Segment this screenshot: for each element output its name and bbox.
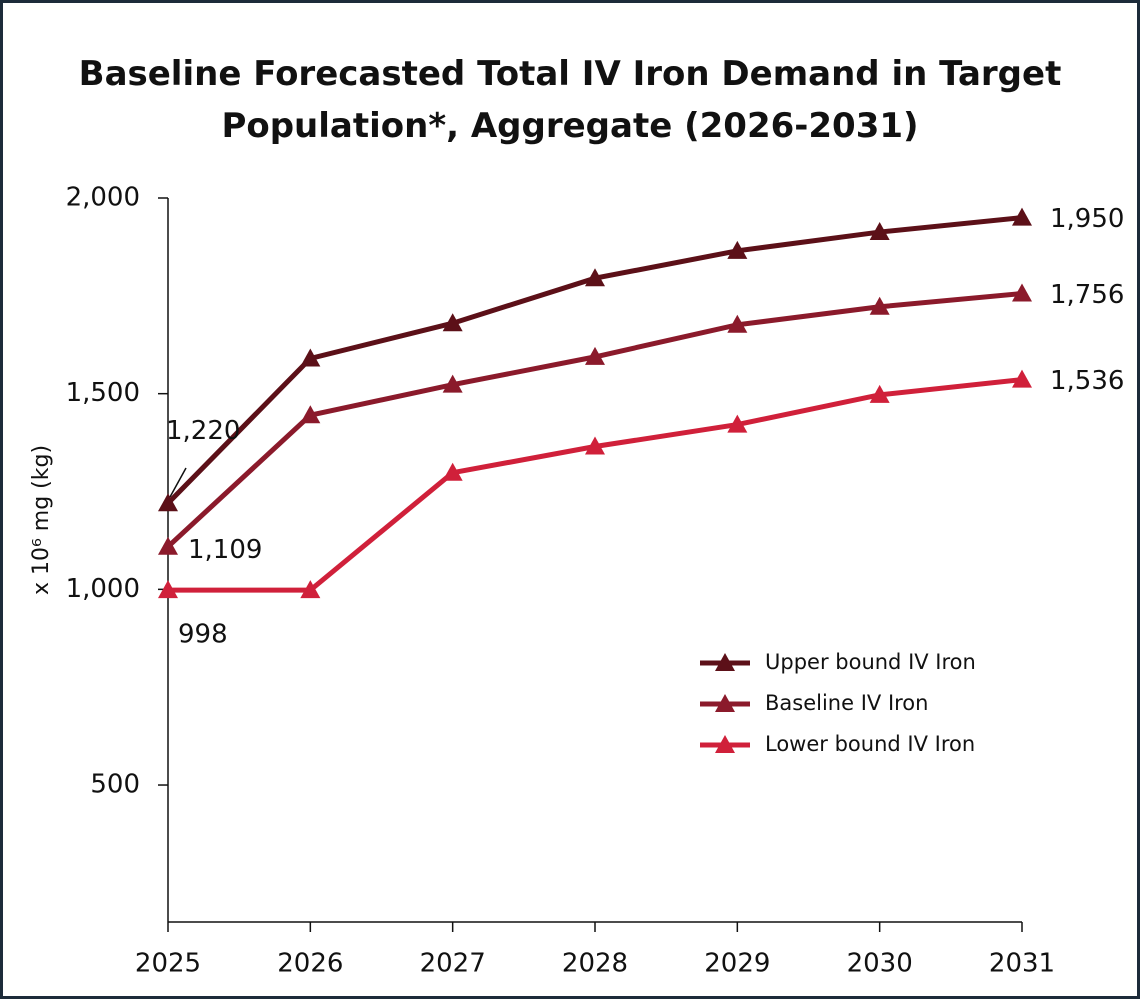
marker — [1012, 283, 1032, 302]
value-label: 998 — [178, 620, 228, 650]
marker — [727, 240, 748, 259]
value-label: 1,109 — [188, 535, 262, 565]
marker — [1012, 369, 1032, 388]
y-tick-label: 1,500 — [66, 378, 140, 408]
y-axis-label: x 10⁶ mg (kg) — [29, 445, 54, 595]
marker — [585, 436, 605, 455]
legend-marker — [715, 653, 735, 671]
x-tick-label: 2026 — [277, 949, 343, 979]
marker — [727, 314, 748, 333]
x-tick-label: 2028 — [562, 949, 628, 979]
marker — [158, 493, 178, 512]
x-tick-label: 2025 — [135, 949, 201, 979]
marker — [585, 346, 605, 365]
marker — [869, 222, 890, 241]
marker — [300, 405, 321, 424]
marker — [869, 296, 890, 315]
series-line — [166, 291, 1023, 549]
marker — [869, 384, 890, 403]
x-tick-label: 2031 — [989, 949, 1055, 979]
legend-label: Baseline IV Iron — [765, 691, 928, 715]
x-tick-label: 2027 — [420, 949, 486, 979]
marker — [158, 580, 178, 599]
y-tick-label: 500 — [90, 770, 140, 800]
x-tick-label: 2030 — [847, 949, 913, 979]
legend-marker — [715, 694, 735, 712]
chart-title: Baseline Forecasted Total IV Iron Demand… — [78, 54, 1062, 146]
y-tick-label: 1,000 — [66, 574, 140, 604]
legend-label: Upper bound IV Iron — [765, 650, 976, 674]
value-label: 1,220 — [166, 416, 240, 446]
leader-line — [169, 467, 187, 498]
marker — [1012, 207, 1032, 226]
marker — [442, 462, 463, 481]
marker — [442, 374, 463, 393]
marker — [727, 414, 748, 433]
series-line — [168, 377, 1023, 593]
y-tick-label: 2,000 — [66, 183, 140, 213]
value-label: 1,950 — [1050, 204, 1124, 234]
marker — [300, 348, 321, 367]
marker — [585, 268, 605, 287]
value-label: 1,756 — [1050, 280, 1124, 310]
marker — [442, 313, 463, 332]
value-label: 1,536 — [1050, 366, 1124, 396]
x-tick-label: 2029 — [704, 949, 770, 979]
legend-marker — [715, 735, 735, 753]
marker — [300, 580, 321, 599]
legend-label: Lower bound IV Iron — [765, 732, 975, 756]
marker — [158, 536, 178, 555]
